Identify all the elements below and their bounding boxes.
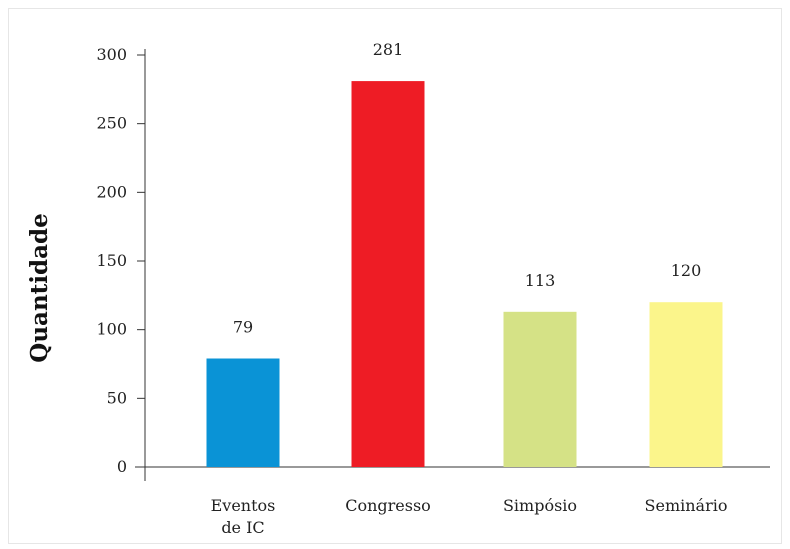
- bars: [206, 81, 723, 468]
- y-tick-label: 100: [96, 320, 127, 339]
- data-label: 79: [233, 318, 253, 337]
- data-label: 120: [671, 261, 702, 280]
- bar: [351, 81, 425, 468]
- y-tick-label: 0: [117, 457, 127, 476]
- category-label: Eventos de IC: [211, 496, 276, 537]
- y-tick-label: 300: [96, 45, 127, 64]
- y-axis-label: Quantidade: [26, 213, 53, 362]
- bar: [503, 311, 577, 467]
- category-label: Congresso: [345, 496, 431, 515]
- category-labels: Eventos de IC Congresso Simpósio Seminário: [211, 496, 728, 537]
- bar: [649, 302, 723, 467]
- y-tick-label: 200: [96, 182, 127, 201]
- category-label: Seminário: [645, 496, 728, 515]
- y-tick-label: 250: [96, 114, 127, 133]
- y-tick-label: 150: [96, 251, 127, 270]
- category-label: Simpósio: [503, 496, 577, 515]
- y-axis: 0 50 100 150 200 250 300: [96, 45, 146, 481]
- data-label: 281: [373, 40, 404, 59]
- data-label: 113: [525, 271, 556, 290]
- y-tick-label: 50: [107, 388, 127, 407]
- bar: [206, 358, 280, 467]
- data-labels: 79 281 113 120: [233, 40, 701, 336]
